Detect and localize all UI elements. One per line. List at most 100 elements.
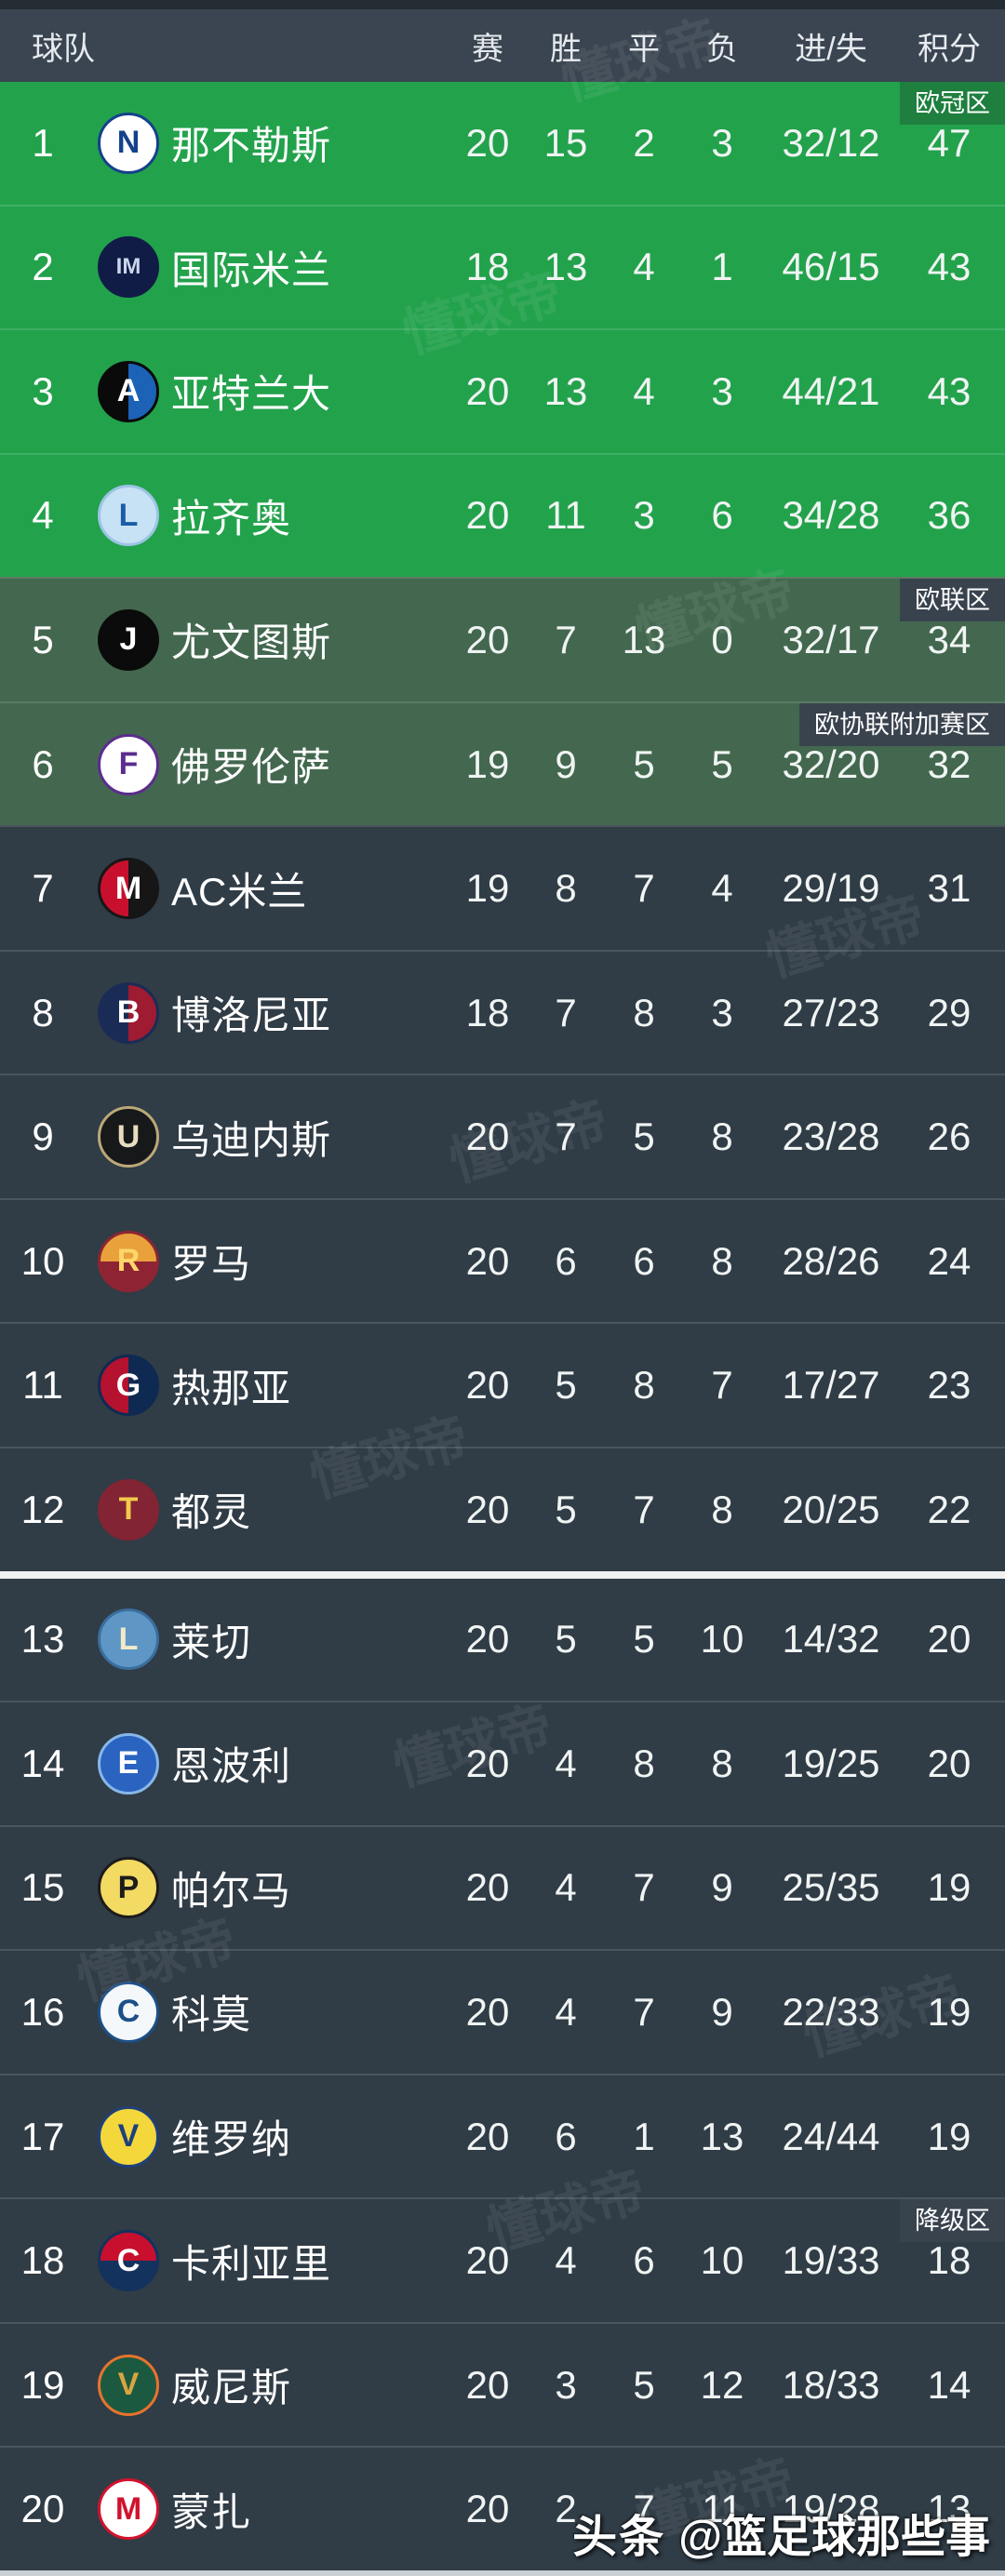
table-row[interactable]: 15 P 帕尔马 20 4 7 9 25/35 19 xyxy=(0,1824,1005,1950)
matches-drawn: 8 xyxy=(633,1741,655,1785)
table-row[interactable]: 13 L 莱切 20 5 5 10 14/32 20 xyxy=(0,1578,1005,1702)
header-lost: 负 xyxy=(706,31,738,67)
toutiao-logo: 头条 xyxy=(572,2513,666,2562)
goals-for-against: 17/27 xyxy=(782,1363,880,1408)
goals-for-against: 46/15 xyxy=(782,245,880,289)
matches-won: 2 xyxy=(555,2487,577,2531)
table-row[interactable]: 10 R 罗马 20 6 6 8 28/26 24 xyxy=(0,1197,1005,1323)
goals-for-against: 23/28 xyxy=(782,1114,880,1159)
team-logo-letter: G xyxy=(115,1367,141,1403)
rank-number: 13 xyxy=(20,1617,65,1662)
matches-lost: 10 xyxy=(700,2238,744,2283)
rank-number: 14 xyxy=(20,1741,65,1785)
table-row[interactable]: 3 A 亚特兰大 20 13 4 3 44/21 43 xyxy=(0,328,1005,453)
table-row[interactable]: 欧冠区 1 N 那不勒斯 20 15 2 3 32/12 47 xyxy=(0,82,1005,205)
matches-played: 20 xyxy=(465,1865,510,1910)
matches-played: 20 xyxy=(465,2487,510,2531)
team-name: 蒙扎 xyxy=(171,2489,252,2534)
table-row[interactable]: 7 M AC米兰 19 8 7 4 29/19 31 xyxy=(0,825,1005,950)
points: 26 xyxy=(927,1114,972,1159)
table-body: 欧冠区 1 N 那不勒斯 20 15 2 3 32/12 47 2 IM 国际米… xyxy=(0,82,1005,2570)
team-logo-icon: M xyxy=(86,2478,171,2541)
matches-drawn: 7 xyxy=(633,1865,655,1910)
table-row[interactable]: 11 G 热那亚 20 5 8 7 17/27 23 xyxy=(0,1322,1005,1448)
table-row[interactable]: 12 T 都灵 20 5 7 8 20/25 22 xyxy=(0,1447,1005,1571)
team-logo-icon: T xyxy=(86,1478,171,1541)
team-name: 卡利亚里 xyxy=(171,2241,332,2286)
team-name: 都灵 xyxy=(171,1490,252,1535)
team-logo-letter: V xyxy=(117,2118,140,2155)
matches-lost: 12 xyxy=(700,2362,744,2407)
matches-lost: 9 xyxy=(711,1989,733,2034)
matches-drawn: 7 xyxy=(633,1487,655,1531)
table-row[interactable]: 欧联区 5 J 尤文图斯 20 7 13 0 32/17 34 xyxy=(0,577,1005,701)
points: 31 xyxy=(927,866,972,911)
team-name: 佛罗伦萨 xyxy=(171,745,332,789)
zone-badge: 降级区 xyxy=(900,2199,1005,2243)
points: 32 xyxy=(927,741,972,786)
team-logo-icon: B xyxy=(86,981,171,1044)
table-row[interactable]: 降级区 18 C 卡利亚里 20 4 6 10 19/33 18 xyxy=(0,2197,1005,2322)
matches-lost: 8 xyxy=(711,1487,733,1531)
table-row[interactable]: 16 C 科莫 20 4 7 9 22/33 19 xyxy=(0,1949,1005,2074)
table-row[interactable]: 17 V 维罗纳 20 6 1 13 24/44 19 xyxy=(0,2073,1005,2198)
matches-drawn: 5 xyxy=(633,2362,655,2407)
table-row[interactable]: 9 U 乌迪内斯 20 7 5 8 23/28 26 xyxy=(0,1074,1005,1198)
matches-won: 9 xyxy=(555,741,577,786)
team-logo-letter: V xyxy=(117,2367,140,2403)
table-row[interactable]: 14 E 恩波利 20 4 8 8 19/25 20 xyxy=(0,1701,1005,1825)
points: 18 xyxy=(927,2238,972,2283)
table-row[interactable]: 19 V 威尼斯 20 3 5 12 18/33 14 xyxy=(0,2321,1005,2447)
goals-for-against: 34/28 xyxy=(782,493,880,538)
matches-played: 20 xyxy=(465,1617,510,1662)
table-row[interactable]: 欧协联附加赛区 6 F 佛罗伦萨 19 9 5 5 32/20 32 xyxy=(0,701,1005,826)
points: 24 xyxy=(927,1238,972,1283)
team-logo-letter: A xyxy=(116,373,141,409)
rank-number: 6 xyxy=(32,741,54,786)
team-logo-letter: F xyxy=(118,746,139,781)
matches-lost: 8 xyxy=(711,1114,733,1159)
source-watermark: 头条 @篮足球那些事 xyxy=(572,2500,990,2565)
matches-won: 6 xyxy=(555,2114,577,2158)
matches-lost: 13 xyxy=(700,2114,744,2158)
goals-for-against: 32/12 xyxy=(782,120,880,165)
points: 22 xyxy=(927,1487,972,1531)
matches-drawn: 5 xyxy=(633,1617,655,1662)
team-name: 博洛尼亚 xyxy=(171,994,332,1038)
table-row[interactable]: 4 L 拉齐奥 20 11 3 6 34/28 36 xyxy=(0,452,1005,578)
team-logo-icon: IM xyxy=(86,236,171,299)
team-logo-icon: U xyxy=(86,1106,171,1168)
team-logo-letter: C xyxy=(116,1994,141,2030)
table-row[interactable]: 8 B 博洛尼亚 18 7 8 3 27/23 29 xyxy=(0,949,1005,1074)
header-played: 赛 xyxy=(472,31,503,67)
matches-played: 18 xyxy=(465,245,510,289)
team-name: 乌迪内斯 xyxy=(171,1117,332,1162)
matches-drawn: 6 xyxy=(633,2238,655,2283)
matches-won: 3 xyxy=(555,2362,577,2407)
matches-played: 20 xyxy=(465,120,510,165)
team-logo-icon: P xyxy=(86,1857,171,1919)
matches-drawn: 13 xyxy=(622,617,666,661)
rank-number: 7 xyxy=(32,866,54,911)
matches-won: 4 xyxy=(555,1865,577,1910)
points: 19 xyxy=(927,1865,972,1910)
team-logo-letter: U xyxy=(116,1118,141,1155)
matches-lost: 1 xyxy=(711,245,733,289)
table-row[interactable]: 2 IM 国际米兰 18 13 4 1 46/15 43 xyxy=(0,204,1005,329)
matches-played: 20 xyxy=(465,2114,510,2158)
points: 14 xyxy=(927,2362,972,2407)
rank-number: 9 xyxy=(32,1114,54,1159)
matches-won: 4 xyxy=(555,2238,577,2283)
zone-badge: 欧冠区 xyxy=(900,82,1005,125)
team-name: 维罗纳 xyxy=(171,2117,292,2162)
header-draw: 平 xyxy=(628,31,660,67)
matches-drawn: 5 xyxy=(633,1114,655,1159)
matches-drawn: 1 xyxy=(633,2114,655,2158)
team-name: AC米兰 xyxy=(171,869,308,914)
team-logo-icon: G xyxy=(86,1355,171,1417)
team-name: 罗马 xyxy=(171,1242,252,1287)
matches-lost: 3 xyxy=(711,120,733,165)
matches-won: 7 xyxy=(555,1114,577,1159)
team-logo-icon: N xyxy=(86,112,171,174)
table-row[interactable]: 20 M 蒙扎 20 2 7 11 19/28 13 xyxy=(0,2446,1005,2570)
